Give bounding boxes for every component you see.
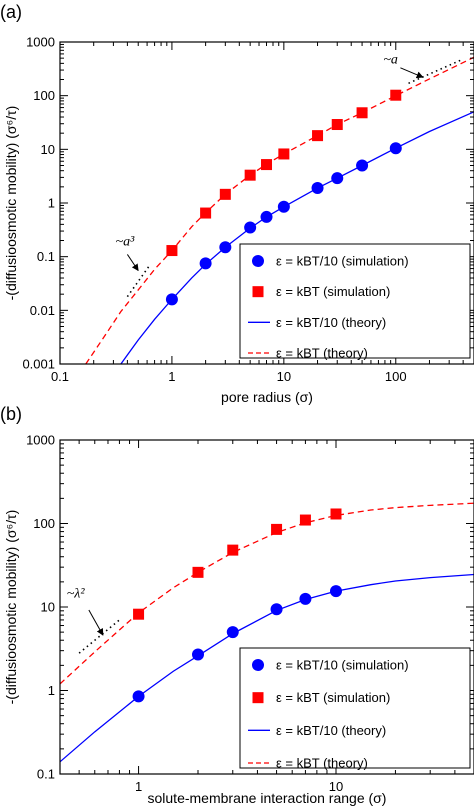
data-point — [261, 159, 273, 171]
y-tick-label: 100 — [33, 516, 55, 531]
y-tick-label: 10 — [41, 142, 55, 157]
data-point — [270, 603, 283, 616]
slope-guide — [126, 266, 150, 298]
x-tick-label: 0.1 — [51, 369, 69, 384]
data-point — [389, 142, 402, 155]
data-point — [133, 608, 145, 620]
panel-a-chart: (a) 0.1 1 10 100 0.001 0.01 0.1 1 10 100 1000 pore… — [0, 2, 474, 405]
data-point — [244, 169, 256, 181]
data-point — [226, 626, 239, 639]
data-point — [278, 148, 290, 160]
y-tick-label: 10 — [41, 600, 55, 615]
panel-a-plot-area — [85, 56, 474, 364]
panel-b-chart: (b) 1 10 0.1 1 10 100 1000 solute-membrane int… — [0, 404, 474, 806]
theory-line — [120, 111, 474, 364]
data-point — [312, 130, 324, 142]
slope-guide — [78, 619, 120, 654]
panel-a-y-axis-title: -(diffusioosmotic mobility) (σ⁶/τ) — [3, 106, 19, 301]
data-point — [227, 544, 239, 556]
panel-a-ticks: 0.1 1 10 100 0.001 0.01 0.1 1 10 100 1000 — [22, 35, 474, 384]
legend-marker — [252, 286, 264, 298]
data-point — [271, 523, 283, 535]
legend-entry: ε = kBT (simulation) — [276, 690, 390, 705]
data-point — [299, 592, 312, 605]
legend-entry: ε = kBT/10 (simulation) — [276, 254, 409, 269]
scaling-annotation: ~λ² — [67, 586, 86, 601]
legend-entry: ε = kBT/10 (theory) — [276, 315, 386, 330]
data-point — [219, 241, 232, 254]
panel-b-x-axis-title: solute-membrane interaction range (σ) — [148, 790, 387, 806]
y-tick-label: 1 — [48, 196, 55, 211]
annotation-arrow — [400, 67, 424, 79]
data-point — [200, 207, 212, 219]
y-tick-label: 0.001 — [22, 357, 55, 372]
legend-box — [239, 647, 471, 769]
scaling-annotation: ~a³ — [116, 235, 136, 250]
slope-guide — [408, 58, 464, 85]
panel-b-y-axis-title: -(diffusioosmotic mobility) (σ⁶/τ) — [3, 510, 19, 705]
legend-marker — [252, 659, 264, 671]
panel-b-annotations: ~λ² — [67, 586, 120, 654]
x-tick-label: 1 — [135, 779, 142, 794]
data-point — [166, 245, 178, 257]
data-point — [165, 293, 178, 306]
data-point — [260, 210, 273, 223]
panel-b-legend: ε = kBT/10 (simulation) ε = kBT (simulati… — [239, 647, 471, 771]
data-point — [199, 257, 212, 270]
data-point — [277, 200, 290, 213]
data-point — [132, 690, 145, 703]
data-point — [311, 182, 324, 195]
scaling-annotation: ~a — [383, 52, 398, 67]
panel-a-label: (a) — [0, 2, 22, 22]
legend-entry: ε = kBT (theory) — [276, 346, 368, 361]
data-point — [356, 159, 369, 172]
y-tick-label: 1 — [48, 683, 55, 698]
panel-b-label: (b) — [0, 404, 22, 424]
panel-a-x-axis-title: pore radius (σ) — [221, 389, 313, 405]
x-tick-label: 10 — [277, 369, 291, 384]
y-tick-label: 100 — [33, 88, 55, 103]
y-tick-label: 0.1 — [37, 767, 55, 782]
data-point — [192, 648, 204, 661]
data-point — [192, 566, 204, 578]
legend-marker — [252, 255, 264, 267]
panel-b-ticks: 1 10 0.1 1 10 100 1000 — [26, 433, 474, 794]
data-point — [331, 172, 344, 185]
annotation-arrow — [88, 609, 104, 636]
legend-marker — [252, 692, 264, 704]
y-tick-label: 1000 — [26, 433, 55, 448]
legend-box — [239, 243, 471, 359]
data-point — [390, 89, 402, 101]
annotation-arrow — [126, 254, 139, 272]
x-tick-label: 10 — [329, 779, 343, 794]
x-tick-label: 100 — [385, 369, 407, 384]
panel-a-legend: ε = kBT/10 (simulation) ε = kBT (simulati… — [239, 243, 471, 361]
x-tick-label: 1 — [168, 369, 175, 384]
legend-entry: ε = kBT (theory) — [276, 756, 368, 771]
legend-entry: ε = kBT/10 (theory) — [276, 723, 386, 738]
legend-entry: ε = kBT/10 (simulation) — [276, 658, 409, 673]
y-tick-label: 1000 — [26, 35, 55, 50]
y-tick-label: 0.1 — [37, 249, 55, 264]
data-point — [299, 514, 311, 526]
legend-entry: ε = kBT (simulation) — [276, 284, 390, 299]
data-point — [330, 585, 342, 598]
data-point — [356, 107, 368, 119]
panel-a-annotations: ~a ~a³ — [116, 52, 464, 298]
y-tick-label: 0.01 — [30, 303, 55, 318]
data-point — [244, 221, 257, 234]
data-point — [331, 119, 343, 131]
panel-b-plot-area — [60, 502, 474, 763]
data-point — [219, 188, 231, 200]
data-point — [330, 508, 342, 520]
